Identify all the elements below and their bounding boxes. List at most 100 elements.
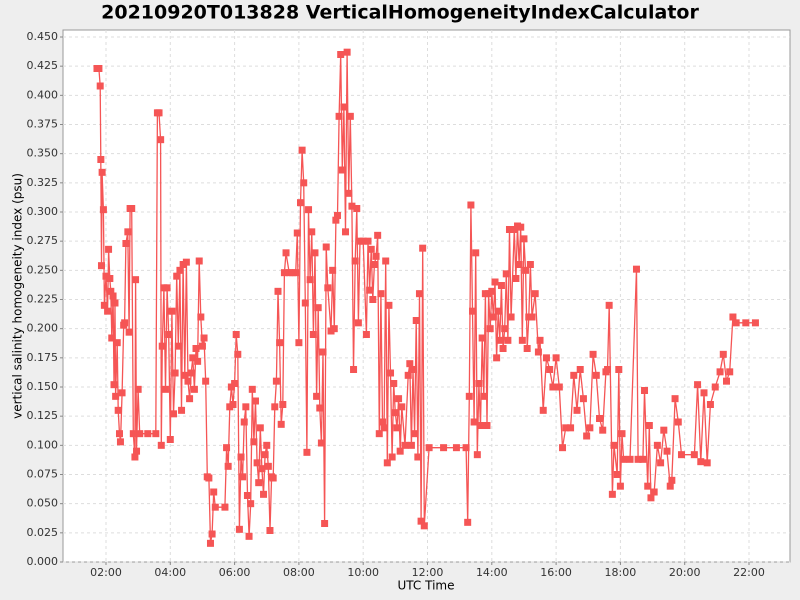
point-marker [251,397,259,405]
point-marker [576,366,584,373]
point-marker [414,453,422,461]
point-marker [269,474,277,482]
point-marker [452,444,460,452]
point-marker [125,328,133,336]
point-marker [539,406,547,414]
point-marker [332,216,340,224]
point-marker [375,430,383,438]
point-marker [316,404,324,412]
x-axis-label: UTC Time [398,579,455,593]
point-marker [626,455,634,463]
point-marker [144,430,152,438]
point-marker [674,418,682,426]
point-marker [324,284,332,292]
point-marker [425,444,433,452]
point-marker [512,275,520,282]
y-tick-label: 0.025 [27,526,59,539]
point-marker [420,522,428,530]
point-marker [570,371,578,379]
point-marker [247,500,255,508]
point-marker [362,331,370,338]
point-marker [163,284,171,292]
point-marker [256,424,264,432]
point-marker [387,369,395,377]
point-marker [255,479,263,487]
point-marker [716,368,724,376]
point-marker [671,395,679,403]
y-tick-label: 0.375 [27,118,59,131]
point-marker [340,103,348,111]
point-marker [184,377,192,385]
point-marker [401,441,409,449]
point-marker [112,392,120,400]
point-marker [751,319,759,327]
x-tick-label: 16:00 [540,566,572,579]
point-marker [398,403,406,411]
point-marker [742,319,750,327]
point-marker [174,342,182,350]
point-marker [293,229,301,237]
y-tick-label: 0.325 [27,176,59,189]
point-marker [632,265,640,273]
x-tick-label: 02:00 [90,566,122,579]
point-marker [526,261,534,268]
point-marker [198,342,206,350]
point-marker [472,249,480,257]
point-marker [234,350,242,358]
point-marker [229,401,237,408]
point-marker [567,424,575,432]
point-marker [369,296,377,303]
point-marker [478,334,486,342]
point-marker [195,257,203,265]
point-marker [480,392,488,400]
point-marker [367,245,375,253]
y-tick-label: 0.075 [27,468,59,481]
x-tick-label: 10:00 [347,566,379,579]
x-tick-label: 22:00 [733,566,765,579]
point-marker [208,530,216,538]
point-marker [100,301,108,309]
point-marker [515,261,523,268]
y-tick-label: 0.050 [27,497,59,510]
point-marker [170,410,178,418]
point-marker [592,371,600,379]
point-marker [415,290,423,298]
point-marker [118,389,126,397]
point-marker [573,406,581,414]
y-tick-label: 0.300 [27,205,59,218]
point-marker [333,212,341,219]
point-marker [370,261,378,268]
point-marker [391,409,399,417]
point-marker [522,266,530,274]
point-marker [128,205,136,212]
point-marker [380,424,388,432]
point-marker [205,474,213,482]
point-marker [417,517,425,525]
y-tick-label: 0.425 [27,59,59,72]
point-marker [647,494,655,502]
point-marker [95,65,103,72]
point-marker [732,319,740,327]
point-marker [465,392,473,400]
point-marker [412,317,420,324]
point-marker [250,438,258,446]
point-marker [110,381,118,389]
point-marker [274,287,282,295]
point-marker [335,112,343,120]
point-marker [644,482,652,490]
point-marker [464,518,472,526]
point-marker [473,451,481,459]
point-marker [115,430,123,438]
point-marker [243,492,251,499]
point-marker [372,252,380,260]
point-marker [579,395,587,403]
point-marker [122,240,130,247]
point-marker [462,444,470,452]
point-marker [470,418,478,426]
point-marker [406,360,414,368]
point-marker [248,385,256,393]
point-marker [411,430,419,438]
point-marker [317,439,325,447]
point-marker [136,430,144,438]
point-marker [610,441,618,449]
